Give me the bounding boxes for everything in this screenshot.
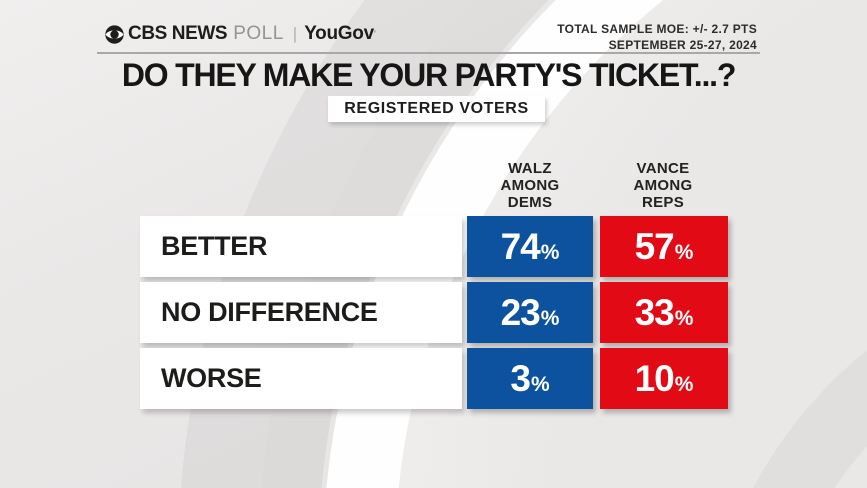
percent-sign: % [674, 373, 694, 396]
percent-sign: % [540, 241, 560, 264]
percent-sign: % [540, 307, 560, 330]
row-label-better: BETTER [140, 216, 462, 277]
row-label-no-difference: NO DIFFERENCE [140, 282, 462, 343]
partner-trademark: ’ [373, 28, 376, 39]
value-cell-vance-better: 57 % [600, 216, 728, 277]
column-header-vance: VANCE AMONG REPS [600, 160, 726, 211]
brand-wordmark: CBS NEWS [128, 23, 228, 44]
percent-value: 10 % [635, 360, 694, 397]
poll-label: POLL [233, 23, 284, 44]
partner-wordmark: YouGov [304, 23, 374, 44]
value-number: 57 [634, 226, 675, 267]
column-header-line: AMONG [500, 177, 560, 194]
percent-sign: % [674, 307, 694, 330]
audience-badge: REGISTERED VOTERS [328, 96, 545, 122]
column-header-line: AMONG [633, 177, 693, 194]
value-number: 33 [634, 292, 675, 333]
column-header-walz: WALZ AMONG DEMS [467, 160, 593, 211]
value-cell-walz-better: 74 % [467, 216, 593, 277]
cbs-eye-icon [105, 24, 124, 44]
value-number: 10 [634, 358, 675, 399]
page-title: DO THEY MAKE YOUR PARTY'S TICKET...? [121, 57, 737, 93]
value-cell-walz-worse: 3 % [467, 348, 593, 409]
value-cell-vance-worse: 10 % [600, 348, 728, 409]
percent-value: 23 % [501, 294, 560, 331]
row-label-worse: WORSE [140, 348, 462, 409]
value-number: 74 [500, 226, 541, 267]
percent-value: 57 % [635, 228, 694, 265]
percent-sign: % [674, 241, 694, 264]
column-header-line: REPS [641, 194, 685, 211]
percent-value: 33 % [635, 294, 694, 331]
percent-value: 3 % [510, 360, 549, 397]
value-number: 23 [500, 292, 541, 333]
sample-moe-note: TOTAL SAMPLE MOE: +/- 2.7 PTS SEPTEMBER … [557, 22, 757, 53]
date-line: SEPTEMBER 25-27, 2024 [608, 37, 757, 52]
percent-value: 74 % [501, 228, 560, 265]
brand-divider: | [292, 24, 298, 43]
brand-lockup: CBS NEWS POLL | YouGov ’ [104, 23, 376, 45]
column-header-line: WALZ [508, 160, 552, 177]
value-cell-vance-no-difference: 33 % [600, 282, 728, 343]
value-number: 3 [510, 358, 531, 399]
column-header-line: VANCE [636, 160, 690, 177]
percent-sign: % [530, 373, 550, 396]
moe-line: TOTAL SAMPLE MOE: +/- 2.7 PTS [557, 22, 757, 36]
column-header-line: DEMS [507, 194, 553, 211]
value-cell-walz-no-difference: 23 % [467, 282, 593, 343]
header-divider [97, 52, 760, 54]
